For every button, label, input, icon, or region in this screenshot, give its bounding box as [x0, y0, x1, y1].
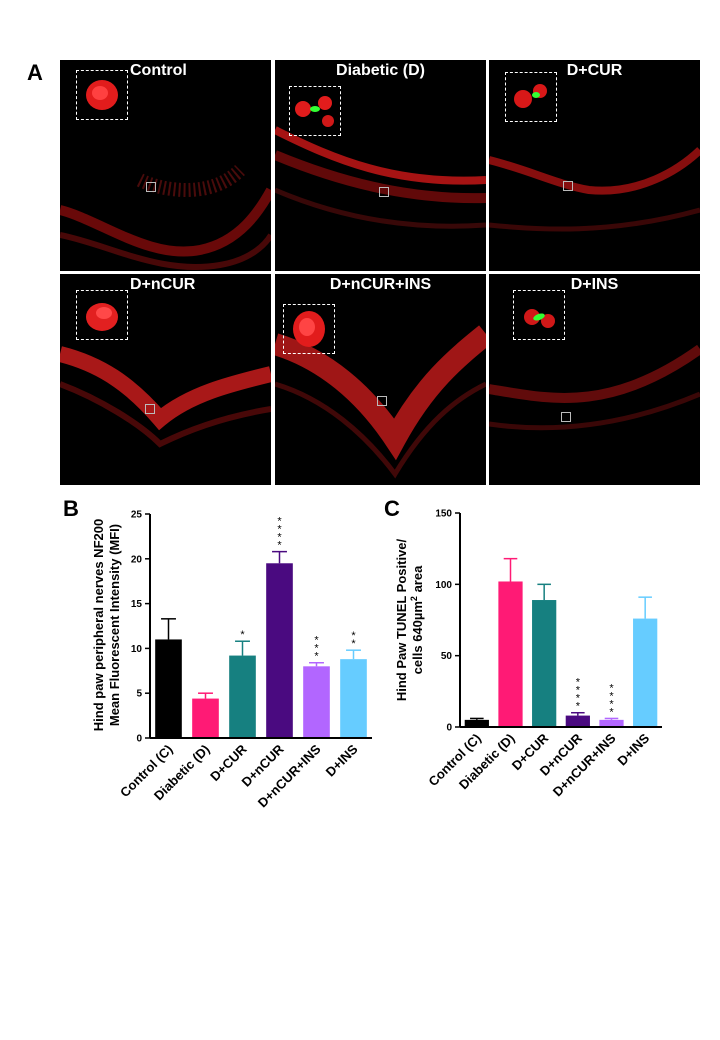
y-tick-label: 50 — [441, 651, 453, 662]
significance-star: * — [576, 701, 581, 713]
micrograph-d-ncur-ins: D+nCUR+INS — [275, 274, 486, 485]
bar — [155, 639, 182, 738]
bar — [192, 698, 219, 738]
bar — [599, 719, 624, 727]
inset-zoom — [283, 304, 335, 354]
y-label-superscript: 2 — [409, 596, 419, 601]
tissue-render — [275, 126, 486, 229]
panel-letter-a: A — [27, 60, 43, 85]
zoom-region-marker — [146, 182, 156, 192]
micrograph-label: D+nCUR — [130, 276, 196, 293]
zoom-region-marker — [377, 396, 387, 406]
inset-zoom — [76, 70, 128, 120]
micrograph-control: Control — [60, 60, 271, 271]
y-label-text: cells 640µm — [410, 601, 425, 674]
micrograph-d-ins: D+INS — [489, 274, 700, 485]
y-axis-label-line2: Mean Fluorescent Intensity (MFI) — [107, 524, 122, 726]
zoom-region-marker — [379, 187, 389, 197]
micrograph-label: Control — [130, 62, 187, 79]
y-tick-label: 25 — [131, 510, 143, 521]
significance-star: * — [609, 698, 614, 710]
significance-star: * — [576, 685, 581, 697]
significance-star: * — [277, 532, 282, 544]
y-axis-label-line1: Hind Paw TUNEL Positive/ — [394, 538, 409, 701]
micrograph-label: D+CUR — [566, 62, 623, 79]
y-axis-label-line2: cells 640µm2 area — [409, 565, 425, 674]
bar — [266, 563, 293, 738]
inset-zoom — [76, 290, 128, 340]
y-tick-label: 0 — [446, 723, 452, 734]
micrograph-label: D+INS — [570, 276, 619, 293]
y-tick-label: 5 — [136, 689, 142, 700]
x-tick-label: D+INS — [323, 741, 361, 779]
tissue-render — [60, 164, 271, 271]
y-label-text-tail: area — [410, 565, 425, 596]
panel-letter-b: B — [63, 496, 79, 521]
significance-star: * — [314, 643, 319, 655]
tissue-render — [489, 147, 700, 232]
significance-star: * — [351, 630, 356, 642]
significance-star: * — [314, 651, 319, 663]
significance-star: * — [240, 629, 245, 641]
bar — [532, 600, 557, 727]
significance-star: * — [314, 635, 319, 647]
y-tick-label: 100 — [435, 580, 452, 591]
y-tick-label: 0 — [136, 734, 142, 745]
bar — [498, 581, 523, 727]
significance-star: * — [277, 524, 282, 536]
inset-zoom — [513, 290, 565, 340]
y-tick-label: 150 — [435, 509, 452, 520]
tissue-render — [489, 344, 700, 431]
significance-star: * — [576, 693, 581, 705]
significance-star: * — [576, 677, 581, 689]
significance-star: * — [277, 540, 282, 552]
micrograph-label: D+nCUR+INS — [329, 276, 432, 293]
significance-star: * — [609, 706, 614, 718]
bar — [633, 618, 658, 727]
zoom-region-marker — [563, 181, 573, 191]
micrograph-diabetic: Diabetic (D) — [275, 60, 486, 271]
bar — [303, 666, 330, 738]
tissue-render — [275, 325, 486, 479]
bar — [340, 659, 367, 738]
significance-star: * — [351, 638, 356, 650]
significance-star: * — [277, 516, 282, 528]
zoom-region-marker — [561, 412, 571, 422]
x-tick-label: D+INS — [614, 730, 652, 768]
bar — [464, 719, 489, 727]
inset-zoom — [505, 72, 557, 122]
micrograph-label: Diabetic (D) — [336, 62, 425, 79]
bar — [565, 715, 590, 727]
panel-letter-c: C — [384, 496, 400, 521]
y-tick-label: 15 — [131, 599, 143, 610]
micrograph-d-cur: D+CUR — [489, 60, 700, 271]
y-axis-label-line1: Hind paw peripheral nerves NF200 — [91, 519, 106, 731]
y-tick-label: 10 — [131, 644, 143, 655]
zoom-region-marker — [145, 404, 155, 414]
inset-zoom — [289, 86, 341, 136]
micrograph-d-ncur: D+nCUR — [60, 274, 271, 485]
y-tick-label: 20 — [131, 554, 143, 565]
bar — [229, 655, 256, 738]
significance-star: * — [609, 682, 614, 694]
significance-star: * — [609, 690, 614, 702]
tissue-render — [60, 346, 271, 448]
